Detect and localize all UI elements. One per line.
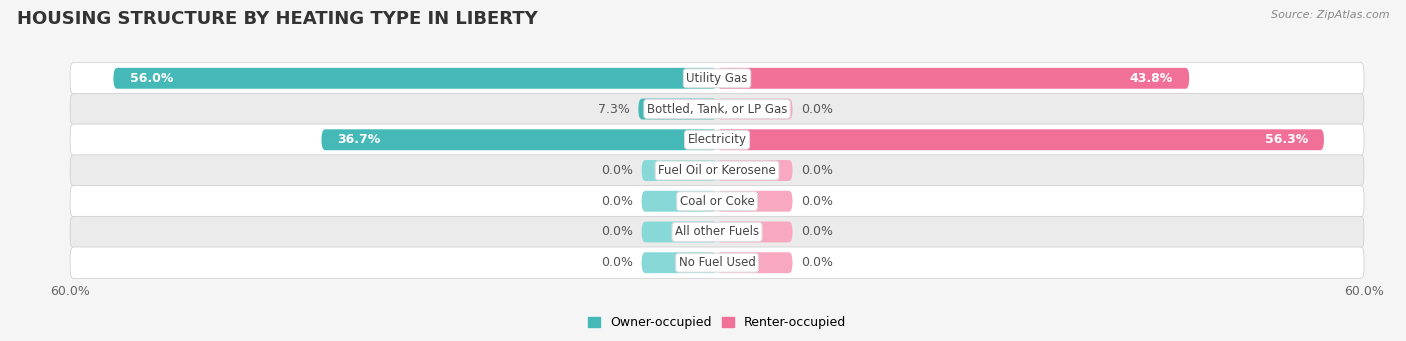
FancyBboxPatch shape: [70, 93, 1364, 125]
FancyBboxPatch shape: [70, 124, 1364, 155]
FancyBboxPatch shape: [638, 99, 717, 119]
FancyBboxPatch shape: [717, 68, 1189, 89]
Text: 0.0%: 0.0%: [600, 256, 633, 269]
Text: 56.3%: 56.3%: [1264, 133, 1308, 146]
Text: Electricity: Electricity: [688, 133, 747, 146]
Text: Bottled, Tank, or LP Gas: Bottled, Tank, or LP Gas: [647, 103, 787, 116]
Text: 0.0%: 0.0%: [801, 195, 834, 208]
Text: 43.8%: 43.8%: [1130, 72, 1173, 85]
Text: HOUSING STRUCTURE BY HEATING TYPE IN LIBERTY: HOUSING STRUCTURE BY HEATING TYPE IN LIB…: [17, 10, 537, 28]
FancyBboxPatch shape: [641, 191, 717, 212]
Text: Source: ZipAtlas.com: Source: ZipAtlas.com: [1271, 10, 1389, 20]
FancyBboxPatch shape: [70, 216, 1364, 248]
FancyBboxPatch shape: [717, 252, 793, 273]
Text: 0.0%: 0.0%: [600, 164, 633, 177]
FancyBboxPatch shape: [717, 160, 793, 181]
FancyBboxPatch shape: [70, 63, 1364, 94]
Text: 7.3%: 7.3%: [598, 103, 630, 116]
Text: 56.0%: 56.0%: [129, 72, 173, 85]
Text: No Fuel Used: No Fuel Used: [679, 256, 755, 269]
Text: 0.0%: 0.0%: [801, 164, 834, 177]
FancyBboxPatch shape: [717, 222, 793, 242]
FancyBboxPatch shape: [70, 155, 1364, 186]
FancyBboxPatch shape: [717, 129, 1324, 150]
Text: Coal or Coke: Coal or Coke: [679, 195, 755, 208]
FancyBboxPatch shape: [114, 68, 717, 89]
FancyBboxPatch shape: [641, 222, 717, 242]
Text: 36.7%: 36.7%: [337, 133, 381, 146]
Text: All other Fuels: All other Fuels: [675, 225, 759, 238]
Text: 0.0%: 0.0%: [801, 103, 834, 116]
Text: Utility Gas: Utility Gas: [686, 72, 748, 85]
Text: 0.0%: 0.0%: [801, 225, 834, 238]
FancyBboxPatch shape: [641, 252, 717, 273]
FancyBboxPatch shape: [717, 99, 793, 119]
Text: 0.0%: 0.0%: [600, 225, 633, 238]
Legend: Owner-occupied, Renter-occupied: Owner-occupied, Renter-occupied: [582, 311, 852, 335]
FancyBboxPatch shape: [641, 160, 717, 181]
Text: 0.0%: 0.0%: [801, 256, 834, 269]
FancyBboxPatch shape: [70, 247, 1364, 278]
FancyBboxPatch shape: [70, 186, 1364, 217]
FancyBboxPatch shape: [322, 129, 717, 150]
FancyBboxPatch shape: [717, 191, 793, 212]
Text: 0.0%: 0.0%: [600, 195, 633, 208]
Text: Fuel Oil or Kerosene: Fuel Oil or Kerosene: [658, 164, 776, 177]
